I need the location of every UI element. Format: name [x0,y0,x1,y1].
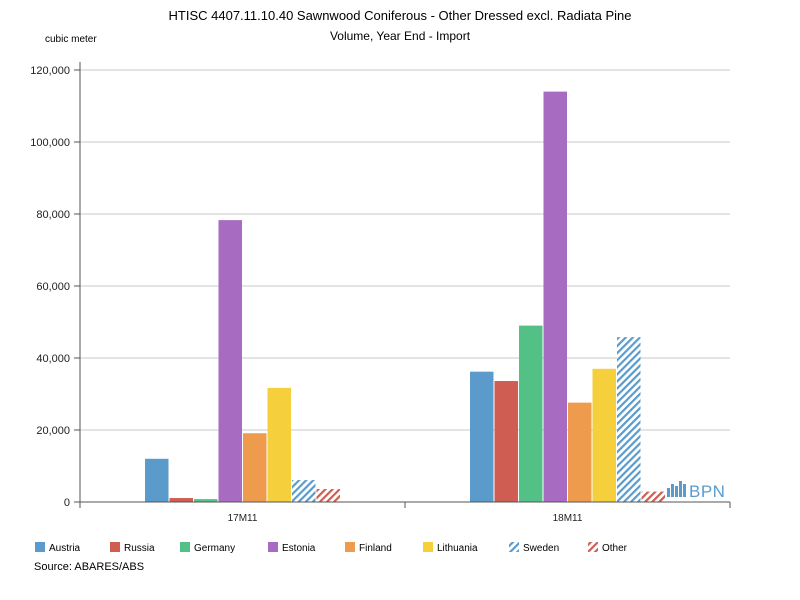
legend-item-other: Other [588,542,628,554]
legend-swatch [588,542,598,552]
legend-label: Germany [194,543,235,554]
chart-subtitle: Volume, Year End - Import [330,29,471,43]
bar-lithuania-17m11 [267,387,291,502]
bar-russia-17m11 [169,498,193,502]
bar-finland-17m11 [243,433,267,502]
x-tick-label: 18M11 [553,513,583,524]
legend-item-austria: Austria [35,542,81,554]
legend-item-estonia: Estonia [268,542,316,554]
y-tick-label: 40,000 [36,353,70,365]
x-axis-ticks: 17M11 18M11 [79,502,731,524]
legend-label: Estonia [282,543,316,554]
y-tick-label: 20,000 [36,425,70,437]
bpn-logo-mark [667,481,686,497]
bar-sweden-17m11 [292,480,316,502]
legend-swatch [180,542,190,552]
legend-label: Finland [359,543,392,554]
bar-estonia-18m11 [543,91,567,502]
bar-other-17m11 [316,489,340,502]
legend-swatch [345,542,355,552]
bar-russia-18m11 [494,381,518,502]
legend-swatch [35,542,45,552]
legend-label: Lithuania [437,543,478,554]
y-tick-label: 60,000 [36,281,70,293]
legend-swatch [268,542,278,552]
bpn-logo: BPN [667,481,725,501]
source-note: Source: ABARES/ABS [34,561,144,573]
bar-estonia-17m11 [218,220,242,502]
y-tick-label: 80,000 [36,209,70,221]
x-tick-label: 17M11 [228,513,258,524]
bar-lithuania-18m11 [592,368,616,502]
bar-sweden-18m11 [617,337,641,502]
legend-item-sweden: Sweden [509,542,559,554]
bar-austria-18m11 [470,371,494,502]
legend-swatch [423,542,433,552]
bar-austria-17m11 [145,458,169,502]
y-tick-label: 120,000 [30,65,70,77]
bar-germany-18m11 [519,325,543,502]
legend-label: Russia [124,543,155,554]
bar-germany-17m11 [194,499,218,502]
legend-label: Other [602,543,628,554]
legend-item-finland: Finland [345,542,392,554]
legend-item-germany: Germany [180,542,235,554]
y-tick-label: 0 [64,497,70,509]
bars [145,91,665,502]
legend-label: Sweden [523,543,559,554]
y-axis-label: cubic meter [45,34,97,45]
legend-swatch [110,542,120,552]
chart-title: HTISC 4407.11.10.40 Sawnwood Coniferous … [169,8,632,23]
y-tick-label: 100,000 [30,137,70,149]
legend-item-russia: Russia [110,542,155,554]
y-axis-ticks: 0 20,000 40,000 60,000 80,000 100,000 120,000 [30,65,80,509]
legend-swatch [509,542,519,552]
bpn-logo-text: BPN [689,482,725,501]
bar-finland-18m11 [568,402,592,502]
legend-label: Austria [49,543,81,554]
bar-other-18m11 [641,491,665,502]
legend: Austria Russia Germany Estonia Finland Lithua… [35,542,628,554]
legend-item-lithuania: Lithuania [423,542,478,554]
